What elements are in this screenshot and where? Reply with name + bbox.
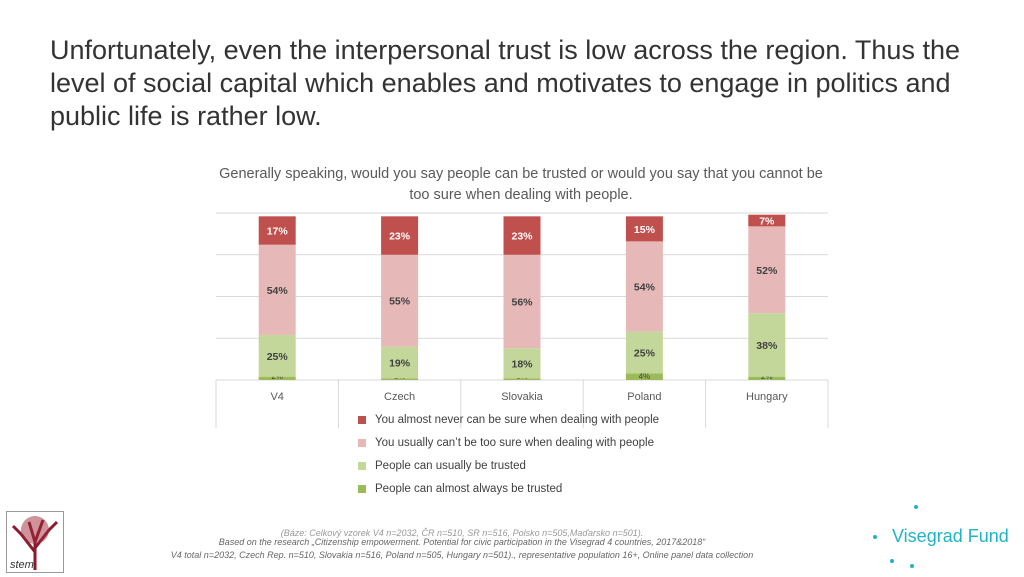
data-label: 18% [511, 358, 533, 370]
legend-label: People can almost always be trusted [375, 483, 563, 495]
category-label: V4 [270, 391, 283, 403]
data-label: 54% [267, 285, 289, 297]
data-label: 38% [756, 340, 778, 352]
data-label: 7% [759, 216, 775, 228]
legend-swatch [358, 462, 366, 470]
footnote-sample: V4 total n=2032, Czech Rep. n=510, Slova… [170, 550, 754, 560]
data-label: 15% [634, 224, 656, 236]
bar-segment [748, 313, 786, 377]
footnote-research: Based on the research „Citizenship empow… [218, 537, 706, 547]
category-label: Czech [384, 391, 415, 403]
legend-item: You almost never can be sure when dealin… [358, 414, 659, 426]
legend-label: You almost never can be sure when dealin… [375, 414, 660, 426]
legend-item: People can usually be trusted [358, 460, 526, 472]
data-label: 56% [511, 297, 533, 309]
legend-swatch [358, 416, 366, 424]
bar-segment [381, 346, 419, 379]
bar-segment [748, 214, 786, 227]
data-label: 17% [267, 226, 289, 238]
data-label: 25% [267, 351, 289, 363]
data-label: 25% [634, 347, 656, 359]
bar-segment [625, 241, 663, 332]
data-label: 55% [389, 296, 411, 308]
bar-segment [625, 216, 663, 242]
bar-segment [381, 254, 419, 347]
data-label: 19% [389, 357, 411, 369]
bar-segment [258, 216, 296, 245]
bar-segment [503, 254, 541, 349]
svg-text:stem: stem [10, 559, 34, 571]
bar-segment [503, 216, 541, 255]
bar-segment [258, 334, 296, 377]
data-label: 54% [634, 281, 656, 293]
logo-dot [873, 535, 877, 539]
legend-item: People can almost always be trusted [358, 483, 562, 495]
category-label: Poland [627, 391, 661, 403]
logo-dot [914, 505, 918, 509]
bar-segment [748, 226, 786, 314]
bar-segment [748, 376, 786, 380]
bar-segment [503, 348, 541, 379]
legend-item: You usually can’t be too sure when deali… [358, 437, 654, 449]
bar-segment [381, 378, 419, 380]
slide-title: Unfortunately, even the interpersonal tr… [50, 35, 960, 131]
category-label: Hungary [746, 391, 788, 403]
category-label: Slovakia [501, 391, 543, 403]
legend-label: You usually can’t be too sure when deali… [375, 437, 654, 449]
bar-segment [258, 244, 296, 335]
stem-logo: stem [6, 511, 64, 573]
data-label: 23% [389, 231, 411, 243]
bar-segment [503, 378, 541, 380]
logo-dot [910, 564, 914, 568]
legend-label: People can usually be trusted [375, 460, 526, 472]
bar-segment [258, 376, 296, 380]
data-label: 52% [756, 265, 778, 277]
logo-dot [890, 559, 894, 563]
data-label: 4% [639, 372, 651, 381]
legend-swatch [358, 439, 366, 447]
legend-swatch [358, 485, 366, 493]
footnote-base: (Báze: Celkový vzorek V4 n=2032, ČR n=51… [280, 528, 644, 538]
bar-segment [625, 373, 663, 380]
chart-title: Generally speaking, would you say people… [219, 166, 823, 203]
visegrad-fund-logo: Visegrad Fund [892, 526, 1009, 546]
bar-segment [625, 331, 663, 374]
bar-segment [381, 216, 419, 255]
data-label: 23% [511, 231, 533, 243]
